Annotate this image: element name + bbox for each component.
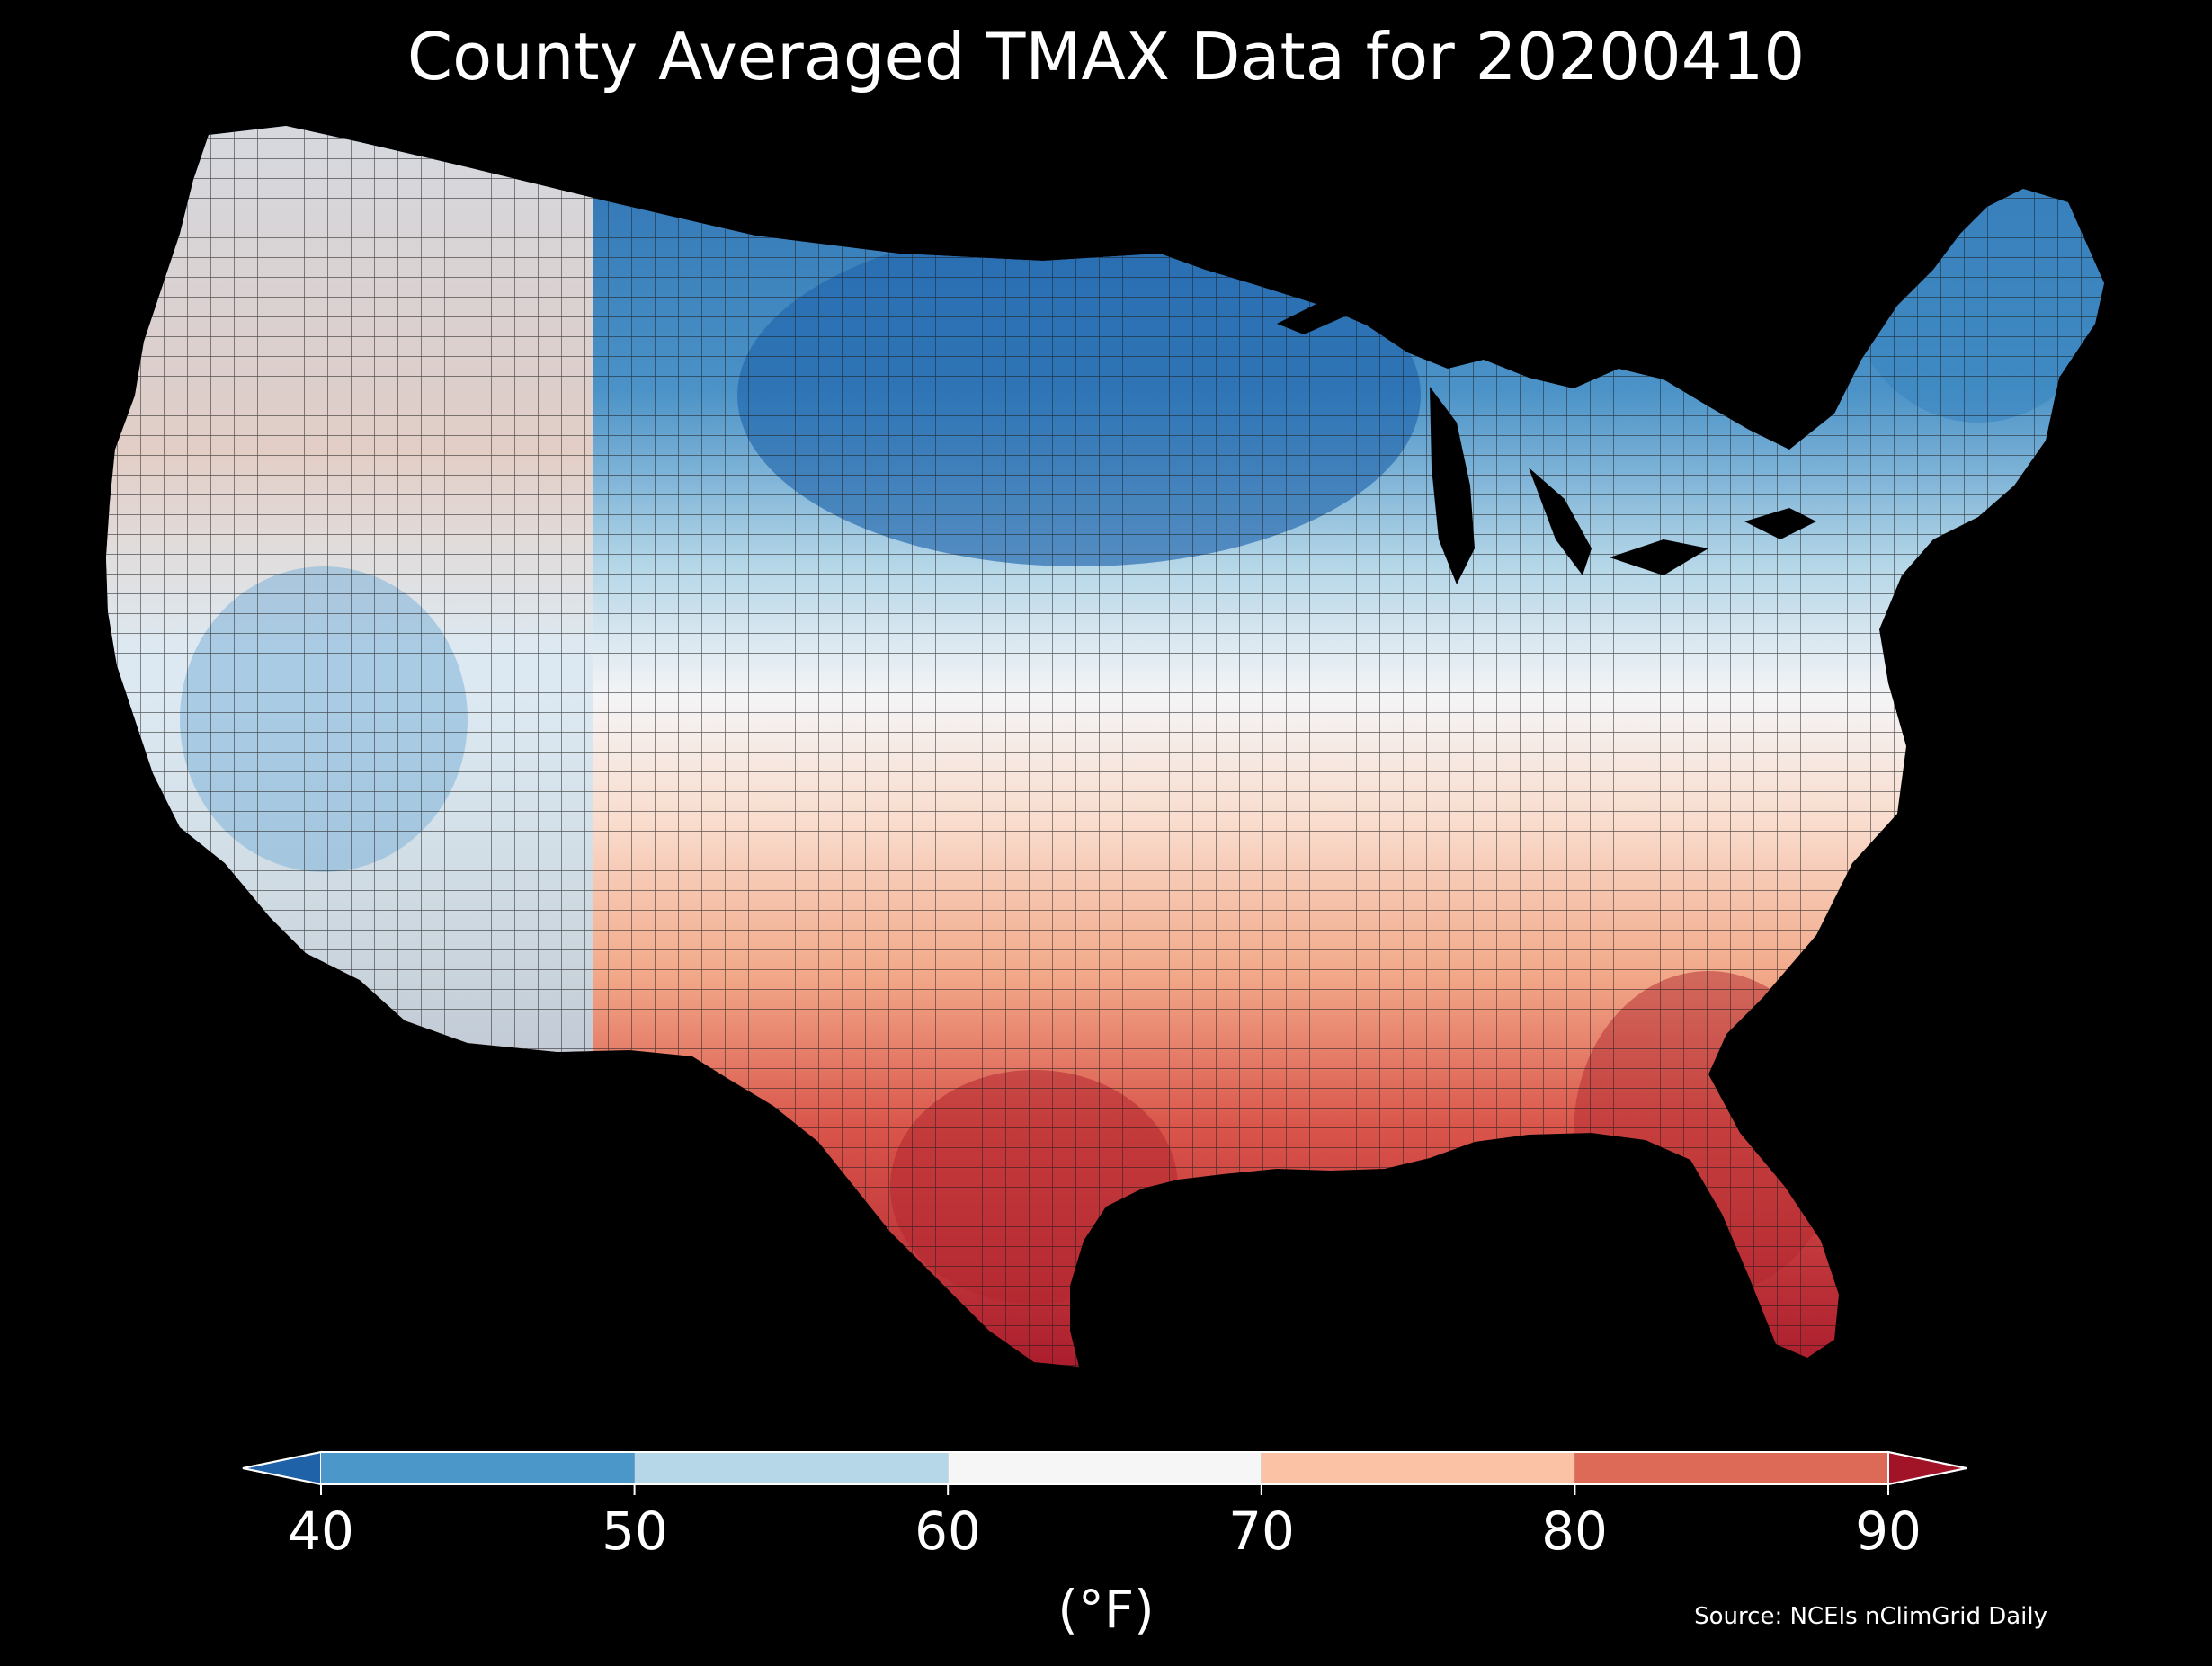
colorbar-bin-70-80 [1261,1452,1575,1484]
great-lakes [1277,279,1816,584]
map-title: County Averaged TMAX Data for 20200410 [406,19,1806,94]
colorbar-tick-90: 90 [1855,1501,1922,1562]
colorbar-tick-80: 80 [1541,1501,1608,1562]
colorbar-over-extension [1887,1450,1967,1486]
source-label: Source: NCEIs nClimGrid Daily [1694,1603,2047,1630]
colorbar-bin-60-70 [948,1452,1262,1484]
colorbar-bin-80-90 [1574,1452,1888,1484]
colorbar-unit-label: (°F) [1057,1579,1155,1640]
colorbar-tick-50: 50 [602,1501,668,1562]
colorbar-tick-70: 70 [1228,1501,1295,1562]
colorbar-bin-50-60 [634,1452,949,1484]
colorbar-tick-40: 40 [288,1501,354,1562]
colorbar-under-extension [242,1450,322,1486]
colorbar-bin-40-50 [321,1452,635,1484]
colorbar [242,1450,1967,1495]
us-county-map [106,126,2104,1367]
colorbar-tick-60: 60 [914,1501,981,1562]
